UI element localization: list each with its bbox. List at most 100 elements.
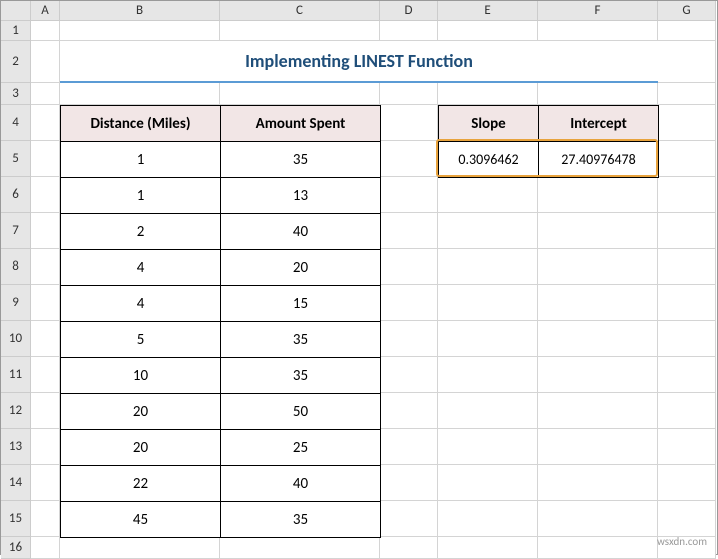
cell[interactable] [31,357,60,393]
cell[interactable] [380,501,438,537]
cell[interactable] [31,83,60,105]
cell[interactable] [31,213,60,249]
cell[interactable] [658,321,716,357]
cell[interactable] [538,177,658,213]
cell[interactable] [31,321,60,357]
cell[interactable] [658,357,716,393]
cell[interactable] [31,285,60,321]
col-header-e[interactable]: E [438,1,538,21]
data-cell[interactable]: 4 [61,286,221,322]
cell[interactable] [380,429,438,465]
cell[interactable] [220,83,380,105]
cell[interactable] [438,393,538,429]
cell[interactable] [538,537,658,559]
cell[interactable] [31,249,60,285]
cell[interactable] [438,429,538,465]
row-header-4[interactable]: 4 [1,105,31,141]
cell[interactable] [380,357,438,393]
data-cell[interactable]: 10 [61,358,221,394]
cell[interactable] [438,321,538,357]
cell[interactable] [31,537,60,559]
cell[interactable] [220,21,380,41]
cell[interactable] [658,141,716,177]
cell[interactable] [31,501,60,537]
cell[interactable] [438,83,538,105]
row-header-11[interactable]: 11 [1,357,31,393]
cell[interactable] [658,285,716,321]
cell[interactable] [31,141,60,177]
cell[interactable] [380,21,438,41]
cell[interactable] [438,177,538,213]
cell[interactable] [658,429,716,465]
select-all-corner[interactable] [1,1,31,21]
cell[interactable] [438,213,538,249]
cell[interactable] [538,321,658,357]
cell[interactable] [658,83,716,105]
cell[interactable] [380,249,438,285]
cell[interactable] [438,357,538,393]
row-header-13[interactable]: 13 [1,429,31,465]
row-header-15[interactable]: 15 [1,501,31,537]
data-cell[interactable]: 35 [221,358,381,394]
cell[interactable] [538,285,658,321]
data-cell[interactable]: 22 [61,466,221,502]
cell[interactable] [380,393,438,429]
cell[interactable] [380,465,438,501]
data-cell[interactable]: 5 [61,322,221,358]
cell[interactable] [31,177,60,213]
row-header-16[interactable]: 16 [1,537,31,559]
data-cell[interactable]: 35 [221,502,381,538]
cell[interactable] [658,465,716,501]
data-cell[interactable]: 2 [61,214,221,250]
data-cell[interactable]: 40 [221,466,381,502]
cell[interactable] [658,21,716,41]
cell[interactable] [31,393,60,429]
cell[interactable] [538,21,658,41]
cell[interactable] [31,429,60,465]
cell[interactable] [658,41,716,83]
row-header-8[interactable]: 8 [1,249,31,285]
cell[interactable] [538,465,658,501]
cell[interactable] [60,21,220,41]
cell[interactable] [438,501,538,537]
data-cell[interactable]: 25 [221,430,381,466]
cell[interactable] [380,213,438,249]
cell[interactable] [31,105,60,141]
cell[interactable] [658,177,716,213]
data-cell[interactable]: 15 [221,286,381,322]
cell[interactable] [380,177,438,213]
data-cell[interactable]: 20 [61,430,221,466]
col-header-a[interactable]: A [31,1,60,21]
col-header-b[interactable]: B [60,1,220,21]
cell[interactable] [220,537,380,559]
data-cell[interactable]: 40 [221,214,381,250]
cell[interactable] [438,285,538,321]
col-header-c[interactable]: C [220,1,380,21]
row-header-14[interactable]: 14 [1,465,31,501]
cell[interactable] [658,249,716,285]
cell[interactable] [60,537,220,559]
cell[interactable] [538,357,658,393]
data-cell[interactable]: 50 [221,394,381,430]
cell[interactable] [658,393,716,429]
data-cell[interactable]: 4 [61,250,221,286]
cell[interactable] [438,249,538,285]
result-cell[interactable]: 27.40976478 [539,142,659,178]
cell[interactable] [380,83,438,105]
cell[interactable] [438,537,538,559]
cell[interactable] [658,213,716,249]
cell[interactable] [438,21,538,41]
cell[interactable] [538,429,658,465]
data-cell[interactable]: 45 [61,502,221,538]
col-header-d[interactable]: D [380,1,438,21]
row-header-10[interactable]: 10 [1,321,31,357]
row-header-3[interactable]: 3 [1,83,31,105]
data-cell[interactable]: 20 [61,394,221,430]
data-cell[interactable]: 20 [221,250,381,286]
data-cell[interactable]: 1 [61,142,221,178]
row-header-9[interactable]: 9 [1,285,31,321]
col-header-g[interactable]: G [658,1,716,21]
cell[interactable] [658,105,716,141]
cell[interactable] [380,141,438,177]
row-header-7[interactable]: 7 [1,213,31,249]
